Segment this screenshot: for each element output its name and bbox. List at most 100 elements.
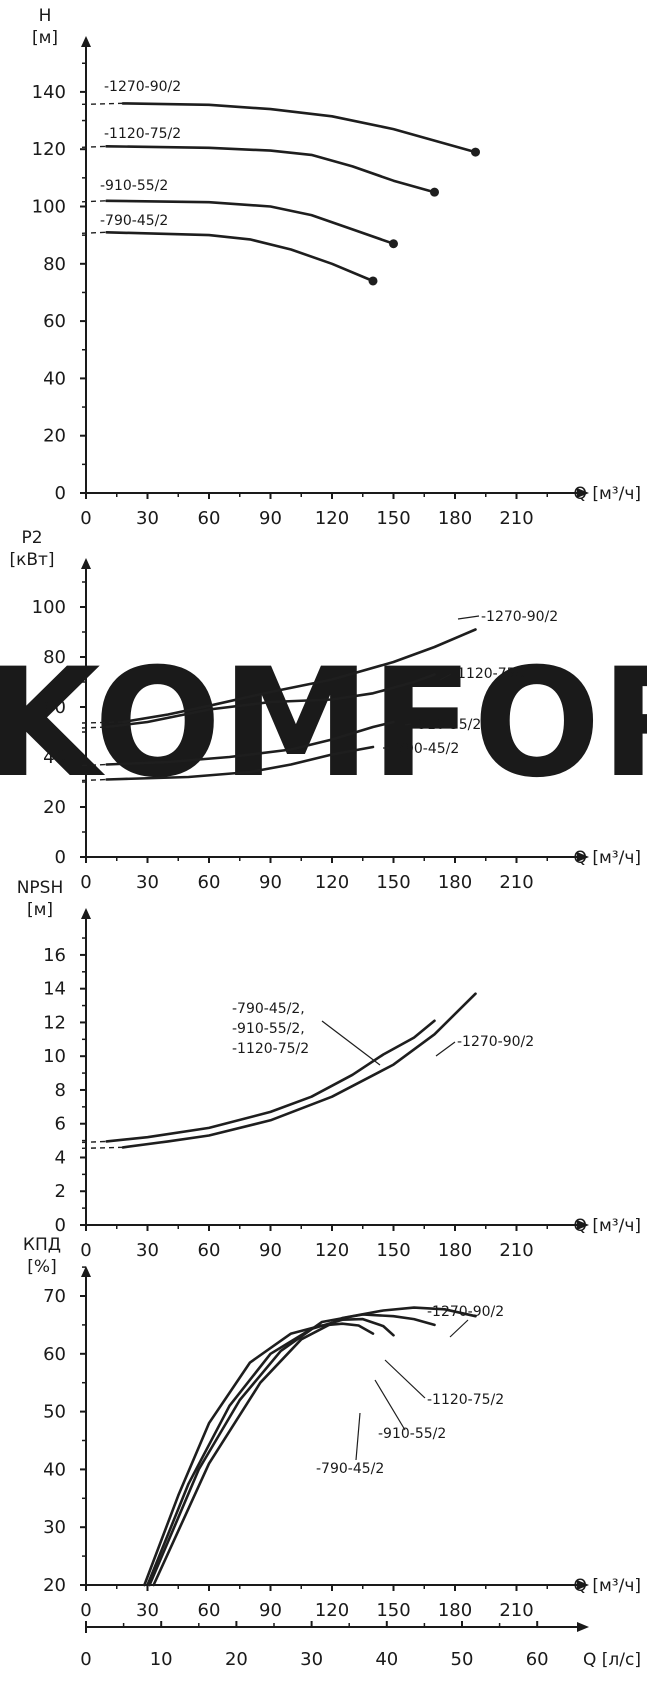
series-label-1120-75-2: -1120-75/2 bbox=[104, 126, 181, 142]
y-axis-arrow-icon bbox=[81, 36, 91, 47]
curve-910-55-2 bbox=[105, 199, 395, 245]
y-tick-label: 40 bbox=[43, 1459, 66, 1480]
curve-910-55-2 bbox=[105, 720, 395, 766]
series-label-1270-90-2: -1270-90/2 bbox=[457, 1034, 534, 1050]
x-tick-label: 30 bbox=[136, 508, 159, 529]
y-tick-label: 120 bbox=[32, 139, 66, 160]
leader-line bbox=[435, 1041, 456, 1057]
y-tick-label: 14 bbox=[43, 979, 66, 1000]
x-tick-label: 30 bbox=[136, 1240, 159, 1261]
series-label-1270-90-2: -1270-90/2 bbox=[104, 79, 181, 95]
x-tick-label: 60 bbox=[198, 508, 221, 529]
x-tick-label: 0 bbox=[80, 1240, 91, 1261]
y-tick-label: 140 bbox=[32, 82, 66, 103]
curve-790-45-2 bbox=[143, 1322, 375, 1587]
chart-panel-3: 0 2 4 6 8 10 12 14 16 0 30 60 90 120 150 180 210 NPSH[м] Q… bbox=[17, 878, 641, 1261]
x-tick-label: 0 bbox=[80, 872, 91, 893]
y-axis-unit: [кВт] bbox=[9, 550, 54, 570]
series-label-1120-75-2: -1120-75/2 bbox=[452, 666, 529, 682]
y-tick-label: 20 bbox=[43, 1575, 66, 1596]
y-axis-arrow-icon bbox=[81, 1266, 91, 1277]
curve-1120-75-2 bbox=[148, 1313, 436, 1587]
y-tick-label: 100 bbox=[32, 597, 66, 618]
y-axis-title: КПД bbox=[23, 1235, 61, 1255]
x-tick-label: 150 bbox=[376, 1240, 410, 1261]
series-label-1120-75-2: -1120-75/2 bbox=[427, 1392, 504, 1408]
ls-axis: 0 10 20 30 40 50 60 Q [л/с] bbox=[80, 1621, 641, 1670]
x-tick-label: 180 bbox=[438, 1240, 472, 1261]
x-tick-label: 210 bbox=[499, 508, 533, 529]
y-tick-label: 60 bbox=[43, 311, 66, 332]
y-axis-unit: [м] bbox=[32, 28, 58, 48]
curve-extrapolation-1120-75-2 bbox=[81, 726, 107, 729]
y-tick-label: 12 bbox=[43, 1012, 66, 1033]
x-tick-label: 150 bbox=[376, 1600, 410, 1621]
x-tick-label: 90 bbox=[259, 508, 282, 529]
x-tick-label: 60 bbox=[198, 872, 221, 893]
x-axis-arrow-icon bbox=[577, 488, 589, 498]
x-tick-label: 0 bbox=[80, 508, 91, 529]
ls-tick-label: 20 bbox=[225, 1649, 248, 1670]
y-tick-label: 60 bbox=[43, 1344, 66, 1365]
y-tick-label: 4 bbox=[55, 1147, 66, 1168]
y-tick-label: 0 bbox=[55, 847, 66, 868]
y-tick-label: 10 bbox=[43, 1046, 66, 1067]
series-label-npsh-group: -790-45/2, -910-55/2, -1120-75/2 bbox=[232, 1001, 309, 1057]
y-tick-label: 20 bbox=[43, 426, 66, 447]
x-tick-label: 210 bbox=[499, 1240, 533, 1261]
chart-panel-4: 20 30 40 50 60 70 0 30 60 90 120 150 180 210 КПД[%] Q [… bbox=[23, 1235, 641, 1621]
x-tick-label: 0 bbox=[80, 1600, 91, 1621]
ls-tick-label: 0 bbox=[80, 1649, 91, 1670]
leader-line bbox=[355, 1412, 361, 1461]
curve-extrapolation-910-55-2 bbox=[81, 200, 107, 203]
y-tick-label: 6 bbox=[55, 1114, 66, 1135]
x-axis-title: Q [м³/ч] bbox=[574, 1216, 641, 1236]
series-label-790-45-2: -790-45/2 bbox=[316, 1461, 384, 1477]
curve-extrapolation-790-45-2 bbox=[81, 231, 107, 234]
x-tick-label: 120 bbox=[315, 872, 349, 893]
watermark-text: ©KOMFORT bbox=[0, 637, 647, 811]
x-axis-title: Q [м³/ч] bbox=[574, 848, 641, 868]
x-tick-label: 120 bbox=[315, 508, 349, 529]
x-tick-label: 180 bbox=[438, 508, 472, 529]
curve-790-45-2-910-55-2-1120-75-2 bbox=[105, 1019, 436, 1143]
x-tick-label: 150 bbox=[376, 872, 410, 893]
y-tick-label: 80 bbox=[43, 647, 66, 668]
y-axis-unit: [м] bbox=[27, 900, 53, 920]
x-axis-arrow-icon bbox=[577, 1220, 589, 1230]
y-axis-unit: [%] bbox=[27, 1257, 56, 1277]
x-tick-label: 120 bbox=[315, 1600, 349, 1621]
x-tick-label: 90 bbox=[259, 872, 282, 893]
curve-extrapolation-910-55-2 bbox=[81, 763, 107, 767]
curve-extrapolation-1270-90-2 bbox=[81, 721, 123, 724]
watermark: ©KOMFORT bbox=[0, 637, 647, 811]
series-label-line: -910-55/2, bbox=[232, 1021, 305, 1037]
y-tick-label: 0 bbox=[55, 1215, 66, 1236]
y-tick-label: 80 bbox=[43, 254, 66, 275]
curve-1120-75-2 bbox=[105, 673, 436, 729]
ls-tick-label: 10 bbox=[150, 1649, 173, 1670]
curve-extrapolation-1270-90-2 bbox=[81, 1146, 123, 1150]
x-tick-label: 60 bbox=[198, 1240, 221, 1261]
chart-panel-1: 0 20 40 60 80 100 120 140 0 30 60 90 120 150 180 210 H[м… bbox=[32, 6, 641, 529]
y-axis-arrow-icon bbox=[81, 558, 91, 569]
x-tick-label: 210 bbox=[499, 1600, 533, 1621]
curve-1270-90-2 bbox=[121, 628, 477, 724]
series-label-790-45-2: -790-45/2 bbox=[391, 741, 459, 757]
y-tick-label: 40 bbox=[43, 747, 66, 768]
ls-tick-label: 40 bbox=[375, 1649, 398, 1670]
x-axis-title: Q [м³/ч] bbox=[574, 1576, 641, 1596]
curve-1270-90-2 bbox=[121, 992, 477, 1149]
y-axis-arrow-icon bbox=[81, 908, 91, 919]
x-tick-label: 30 bbox=[136, 872, 159, 893]
leader-line bbox=[384, 1359, 426, 1399]
y-tick-label: 2 bbox=[55, 1181, 66, 1202]
leader-line bbox=[321, 1020, 381, 1066]
x-tick-label: 180 bbox=[438, 1600, 472, 1621]
leader-line bbox=[457, 615, 480, 620]
y-tick-label: 40 bbox=[43, 368, 66, 389]
x-tick-label: 90 bbox=[259, 1600, 282, 1621]
curve-1120-75-2 bbox=[105, 145, 436, 194]
